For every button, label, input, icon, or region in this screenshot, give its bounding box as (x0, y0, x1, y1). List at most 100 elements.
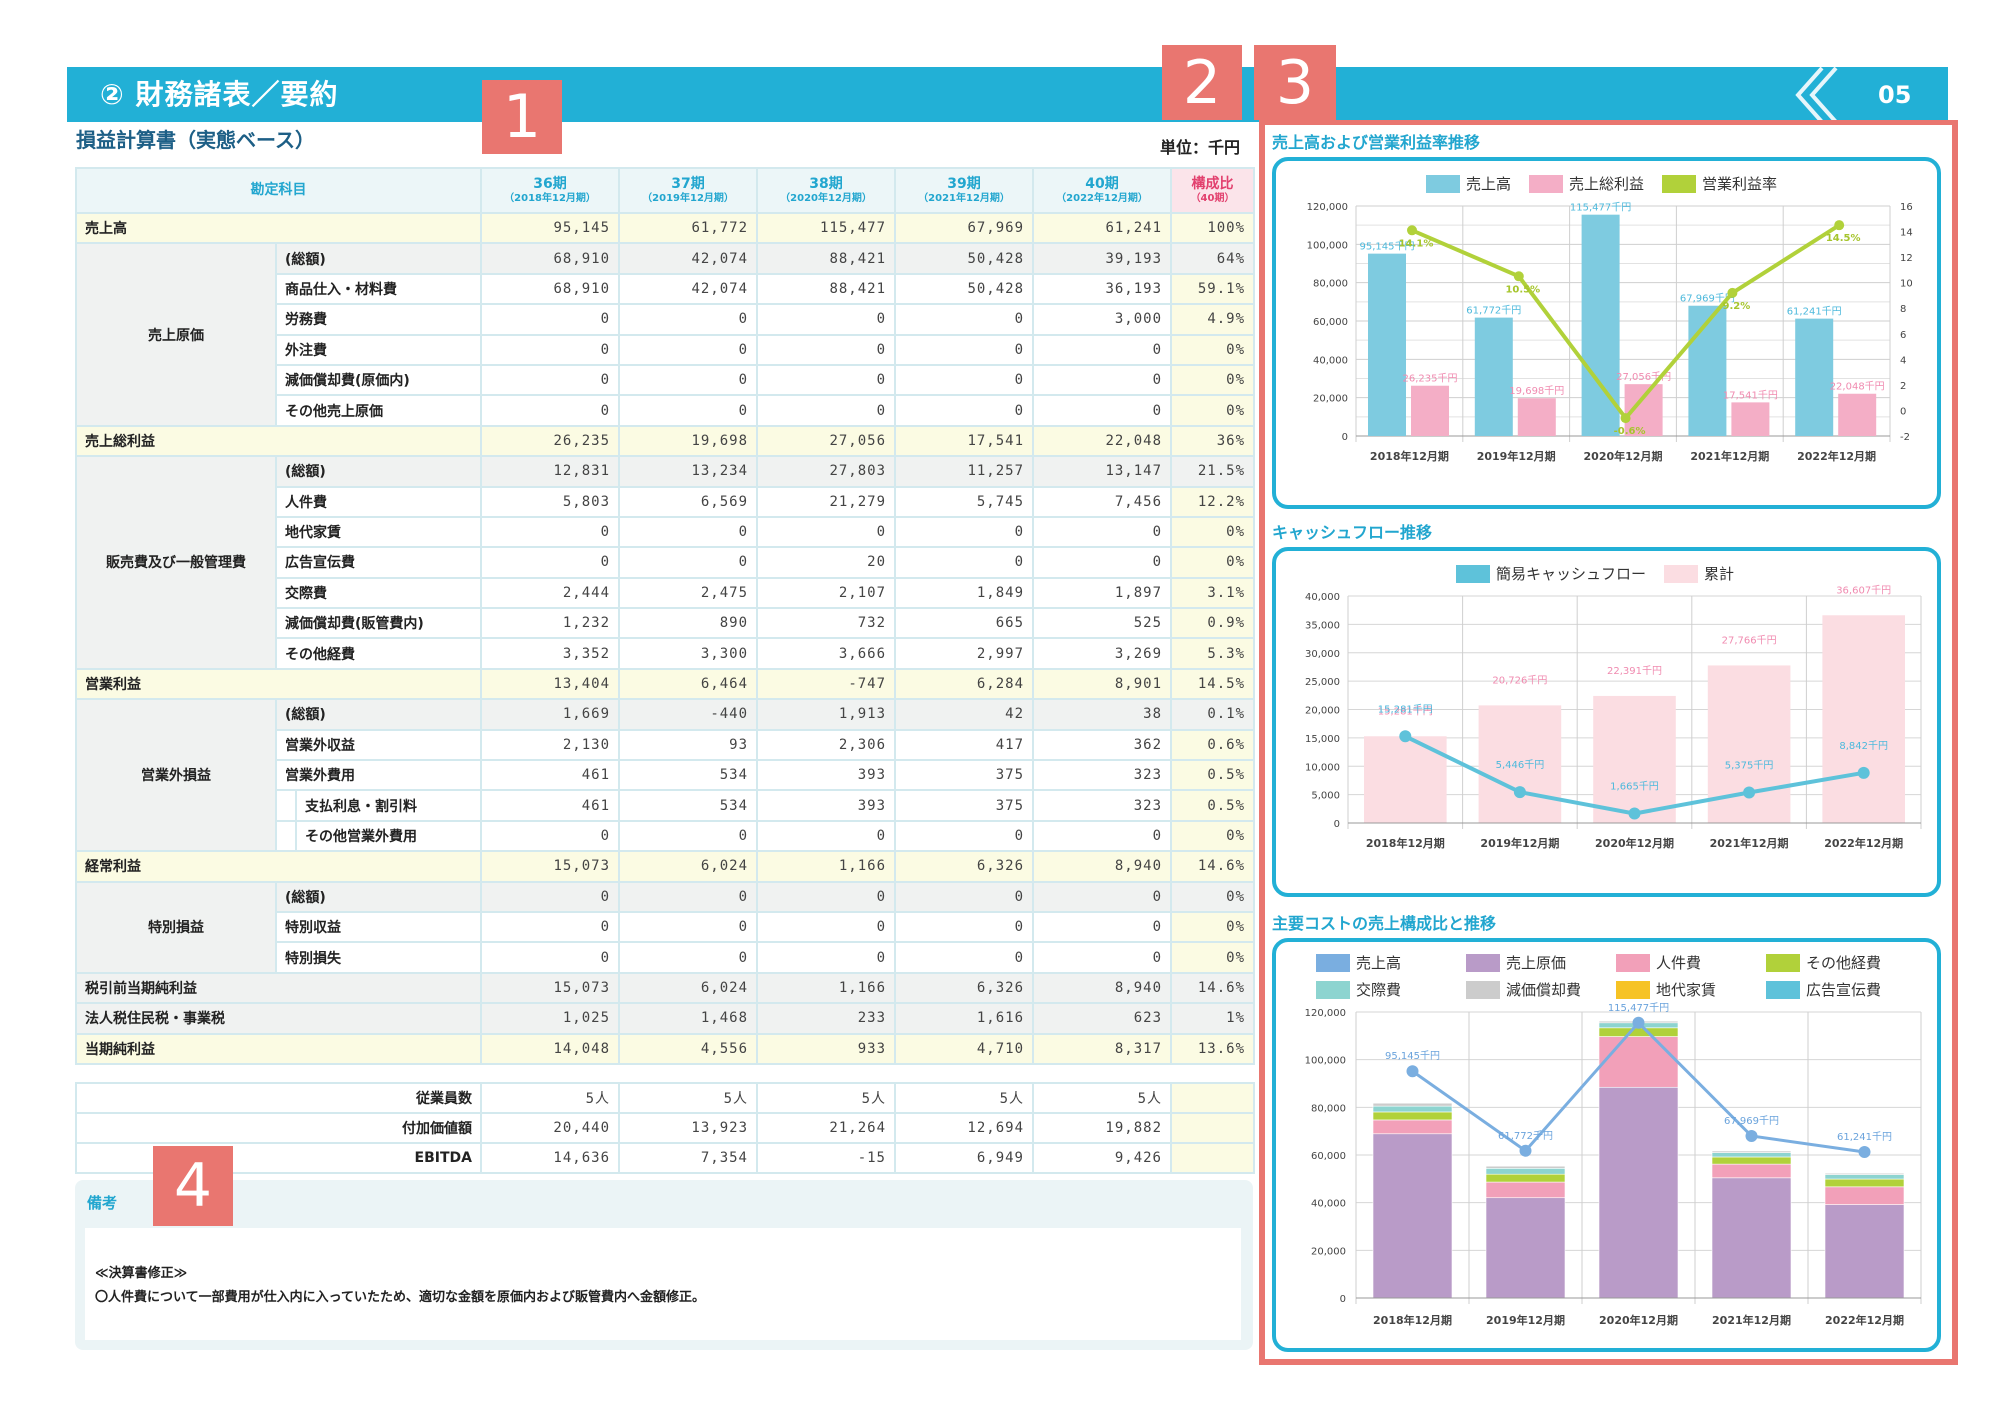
value-cell: 5人 (480, 1082, 620, 1114)
value-cell: 88,421 (756, 272, 897, 306)
legend-item: 売上総利益 (1529, 173, 1644, 194)
ratio-cell: 100% (1170, 211, 1256, 245)
svg-text:2018年12月期: 2018年12月期 (1370, 449, 1449, 463)
value-cell: 1,616 (894, 1002, 1035, 1035)
value-cell: 6,284 (894, 667, 1035, 701)
svg-text:9.2%: 9.2% (1723, 301, 1751, 312)
value-cell: 3,000 (1032, 303, 1173, 336)
unit-label: 単位：千円 (1160, 138, 1241, 157)
legend-item: 営業利益率 (1662, 173, 1777, 194)
value-cell: -440 (618, 698, 759, 731)
value-cell: 323 (1032, 759, 1173, 792)
row-label: (総額) (274, 455, 483, 488)
value-cell: 0 (1032, 910, 1173, 944)
legend-item: 広告宣伝費 (1766, 979, 1916, 1000)
value-cell: 2,107 (756, 576, 897, 610)
value-cell: 13,923 (618, 1112, 758, 1144)
value-cell: 233 (756, 1002, 897, 1035)
supplementary-table: 従業員数 5人 5人 5人 5人 5人 付加価値額 20,440 13,923 21,264 12,… (75, 1082, 1255, 1174)
row-label: 減価償却費(販管費内) (274, 607, 483, 640)
value-cell: 3,300 (618, 637, 759, 670)
value-cell: 2,475 (618, 576, 759, 610)
annotation-badge-4: 4 (153, 1146, 233, 1226)
ratio-cell: 64% (1170, 242, 1256, 275)
value-cell: 6,569 (618, 485, 759, 518)
svg-text:2019年12月期: 2019年12月期 (1477, 449, 1556, 463)
svg-text:2: 2 (1900, 381, 1906, 392)
table-row: 外注費 0 0 0 0 0 0% (76, 333, 1256, 366)
row-label: 商品仕入・材料費 (274, 272, 483, 306)
svg-text:19,698千円: 19,698千円 (1509, 385, 1564, 397)
svg-text:17,541千円: 17,541千円 (1723, 389, 1778, 401)
svg-text:10: 10 (1900, 279, 1913, 290)
ratio-cell: 0.9% (1170, 607, 1256, 640)
value-cell: 1,669 (480, 698, 621, 731)
table-row: 特別損失 0 0 0 0 0 0% (76, 941, 1256, 974)
annotation-badge-3: 3 (1254, 45, 1336, 120)
value-cell: 26,235 (480, 424, 621, 458)
notes-text: 〇人件費について一部費用が仕入内に入っていたため、適切な金額を原価内および販管費… (95, 1290, 705, 1305)
value-cell: 13,404 (480, 667, 621, 701)
svg-text:14.1%: 14.1% (1399, 238, 1434, 249)
value-cell: 0 (480, 394, 621, 427)
value-cell: 8,940 (1032, 850, 1173, 883)
cashflow-chart: 簡易キャッシュフロー 累計 0 5,000 10,000 15,000 20,000 25… (1272, 547, 1941, 897)
legend-item: 売上高 (1316, 952, 1466, 973)
value-cell: 933 (756, 1032, 897, 1065)
svg-text:5,000: 5,000 (1311, 791, 1340, 802)
svg-text:40,000: 40,000 (1305, 592, 1340, 603)
value-cell: 3,269 (1032, 637, 1173, 670)
svg-text:27,766千円: 27,766千円 (1722, 634, 1777, 646)
group-label: 売上原価 (75, 242, 277, 427)
value-cell: 890 (618, 607, 759, 640)
value-cell: 0 (1032, 515, 1173, 549)
income-statement-table: 勘定科目 36期 （2018年12月期） 37期 （2019年12月期） 38期 （2… (74, 167, 1256, 1065)
value-cell: 5人 (756, 1082, 896, 1114)
value-cell: 0 (480, 880, 621, 913)
ratio-header: 構成比 （40期） (1170, 167, 1256, 214)
svg-text:36,607千円: 36,607千円 (1836, 584, 1891, 596)
group-label: 販売費及び一般管理費 (75, 455, 277, 670)
value-cell: 393 (756, 759, 897, 792)
svg-text:16: 16 (1900, 202, 1913, 213)
svg-text:100,000: 100,000 (1307, 240, 1348, 251)
notes-body: ≪決算書修正≫ 〇人件費について一部費用が仕入内に入っていたため、適切な金額を原… (85, 1228, 1241, 1340)
double-chevron-left-icon[interactable] (1790, 66, 1850, 124)
legend-item: 売上原価 (1466, 952, 1616, 973)
svg-text:0: 0 (1900, 406, 1906, 417)
table-row: 売上原価 (総額) 68,910 42,074 88,421 50,428 39,193 64… (75, 242, 1256, 427)
svg-text:22,391千円: 22,391千円 (1607, 665, 1662, 677)
table-row: その他営業外費用 0 0 0 0 0 0% (76, 819, 1256, 853)
svg-text:2018年12月期: 2018年12月期 (1373, 1313, 1452, 1327)
table-row: 広告宣伝費 0 0 20 0 0 0% (76, 546, 1256, 579)
table-row: 営業外費用 461 534 393 375 323 0.5% (76, 759, 1256, 792)
value-cell: 375 (894, 759, 1035, 792)
value-cell: 36,193 (1032, 272, 1173, 306)
value-cell: 0 (618, 303, 759, 336)
account-header: 勘定科目 (74, 167, 483, 214)
value-cell: 15,073 (480, 971, 621, 1005)
value-cell: 19,698 (618, 424, 759, 458)
row-label: 売上高 (74, 211, 483, 245)
table-row: EBITDA 14,636 7,354 -15 6,949 9,426 (75, 1142, 1255, 1174)
svg-text:95,145千円: 95,145千円 (1385, 1050, 1440, 1062)
value-cell: 12,831 (480, 455, 621, 488)
svg-text:67,969千円: 67,969千円 (1680, 293, 1735, 305)
row-label: 外注費 (274, 333, 483, 366)
legend-item: 人件費 (1616, 952, 1766, 973)
ratio-cell: 0% (1170, 941, 1256, 974)
value-cell: 8,317 (1032, 1032, 1173, 1065)
value-cell: 0 (894, 819, 1035, 853)
value-cell: 61,772 (618, 211, 759, 245)
value-cell: 393 (756, 789, 897, 822)
value-cell: 0 (618, 941, 759, 974)
ratio-cell: 0.6% (1170, 728, 1256, 762)
value-cell: 1,025 (480, 1002, 621, 1035)
value-cell: 6,326 (894, 971, 1035, 1005)
table-row: 減価償却費(原価内) 0 0 0 0 0 0% (76, 363, 1256, 397)
value-cell: 2,444 (480, 576, 621, 610)
value-cell: 5人 (1032, 1082, 1172, 1114)
ratio-cell: 0.5% (1170, 759, 1256, 792)
value-cell: 0 (618, 880, 759, 913)
table-row: 法人税住民税・事業税 1,025 1,468 233 1,616 623 1% (74, 1002, 1256, 1035)
